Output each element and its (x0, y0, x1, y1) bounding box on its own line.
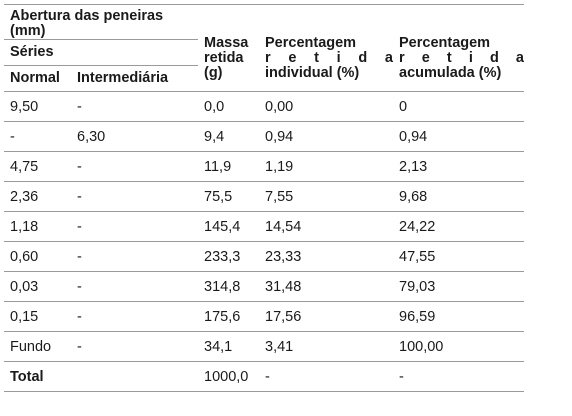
cell-intermediaria: - (71, 271, 198, 302)
cell-massa: 11,9 (198, 151, 259, 182)
header-abertura-unit: (mm) (10, 23, 46, 39)
table-row: 9,50-0,0 0,00 0 (4, 91, 524, 122)
header-massa-line1: Massa (204, 34, 249, 51)
cell-normal: - (4, 121, 71, 152)
total-acumulada: - (393, 361, 524, 392)
table-row: 0,03-314,8 31,48 79,03 (4, 271, 524, 302)
header-massa-line2: retida (204, 49, 244, 66)
cell-intermediaria: - (71, 181, 198, 212)
cell-intermediaria: - (71, 331, 198, 362)
header-series: Séries (4, 39, 198, 66)
header-normal: Normal (4, 65, 71, 92)
total-massa: 1000,0 (198, 361, 259, 392)
cell-massa: 233,3 (198, 241, 259, 272)
cell-acumulada: 79,03 (393, 271, 524, 302)
cell-intermediaria: - (71, 91, 198, 122)
sieve-analysis-table: Abertura das peneiras (mm) Massa retida … (4, 4, 524, 392)
header-pct-ind-line1: Percentagem (265, 34, 357, 51)
header-abertura-label: Abertura das peneiras (10, 8, 164, 24)
cell-individual: 31,48 (259, 271, 393, 302)
cell-individual: 23,33 (259, 241, 393, 272)
cell-individual: 3,41 (259, 331, 393, 362)
header-abertura: Abertura das peneiras (mm) (4, 4, 198, 40)
total-label: Total (4, 361, 198, 392)
header-massa-unit: (g) (198, 65, 259, 92)
header-pct-acum-unit: acumulada (%) (393, 65, 524, 92)
cell-massa: 145,4 (198, 211, 259, 242)
header-percentagem-acumulada: Percentagem r e t i d a (393, 4, 524, 66)
cell-acumulada: 2,13 (393, 151, 524, 182)
cell-individual: 1,19 (259, 151, 393, 182)
cell-normal: 1,18 (4, 211, 71, 242)
table-row: 0,60-233,3 23,33 47,55 (4, 241, 524, 272)
cell-intermediaria: 6,30 (71, 121, 198, 152)
header-intermediaria: Intermediária (71, 65, 198, 92)
cell-acumulada: 0,94 (393, 121, 524, 152)
cell-massa: 175,6 (198, 301, 259, 332)
header-pct-acum-line2: r e t i d a (399, 49, 524, 66)
cell-normal: 0,60 (4, 241, 71, 272)
cell-massa: 314,8 (198, 271, 259, 302)
header-percentagem-individual: Percentagem r e t i d a (259, 4, 393, 66)
table-row: Fundo -34,1 3,41 100,00 (4, 331, 524, 362)
cell-normal: 0,03 (4, 271, 71, 302)
cell-intermediaria: - (71, 211, 198, 242)
cell-normal: Fundo (4, 331, 71, 362)
cell-acumulada: 100,00 (393, 331, 524, 362)
total-row: Total 1000,0 - - (4, 361, 524, 392)
table-body: 9,50-0,0 0,00 0-6,30 9,4 0,94 0,94 4,75-11,9 1,… (4, 91, 524, 362)
cell-normal: 4,75 (4, 151, 71, 182)
header-massa: Massa retida (198, 4, 259, 66)
total-individual: - (259, 361, 393, 392)
cell-massa: 9,4 (198, 121, 259, 152)
cell-normal: 0,15 (4, 301, 71, 332)
cell-massa: 34,1 (198, 331, 259, 362)
cell-massa: 0,0 (198, 91, 259, 122)
table-row: 4,75-11,9 1,19 2,13 (4, 151, 524, 182)
cell-individual: 14,54 (259, 211, 393, 242)
header-pct-ind-line2: r e t i d a (265, 49, 393, 66)
header-pct-ind-unit: individual (%) (259, 65, 393, 92)
table-row: -6,30 9,4 0,94 0,94 (4, 121, 524, 152)
cell-acumulada: 9,68 (393, 181, 524, 212)
cell-intermediaria: - (71, 241, 198, 272)
cell-normal: 9,50 (4, 91, 71, 122)
cell-individual: 0,00 (259, 91, 393, 122)
table-row: 0,15-175,6 17,56 96,59 (4, 301, 524, 332)
table-row: 2,36-75,5 7,55 9,68 (4, 181, 524, 212)
cell-acumulada: 47,55 (393, 241, 524, 272)
cell-intermediaria: - (71, 151, 198, 182)
cell-individual: 7,55 (259, 181, 393, 212)
cell-massa: 75,5 (198, 181, 259, 212)
cell-acumulada: 96,59 (393, 301, 524, 332)
cell-individual: 0,94 (259, 121, 393, 152)
table-row: 1,18-145,4 14,54 24,22 (4, 211, 524, 242)
cell-individual: 17,56 (259, 301, 393, 332)
cell-normal: 2,36 (4, 181, 71, 212)
cell-acumulada: 0 (393, 91, 524, 122)
header-pct-acum-line1: Percentagem (399, 34, 491, 51)
cell-acumulada: 24,22 (393, 211, 524, 242)
cell-intermediaria: - (71, 301, 198, 332)
